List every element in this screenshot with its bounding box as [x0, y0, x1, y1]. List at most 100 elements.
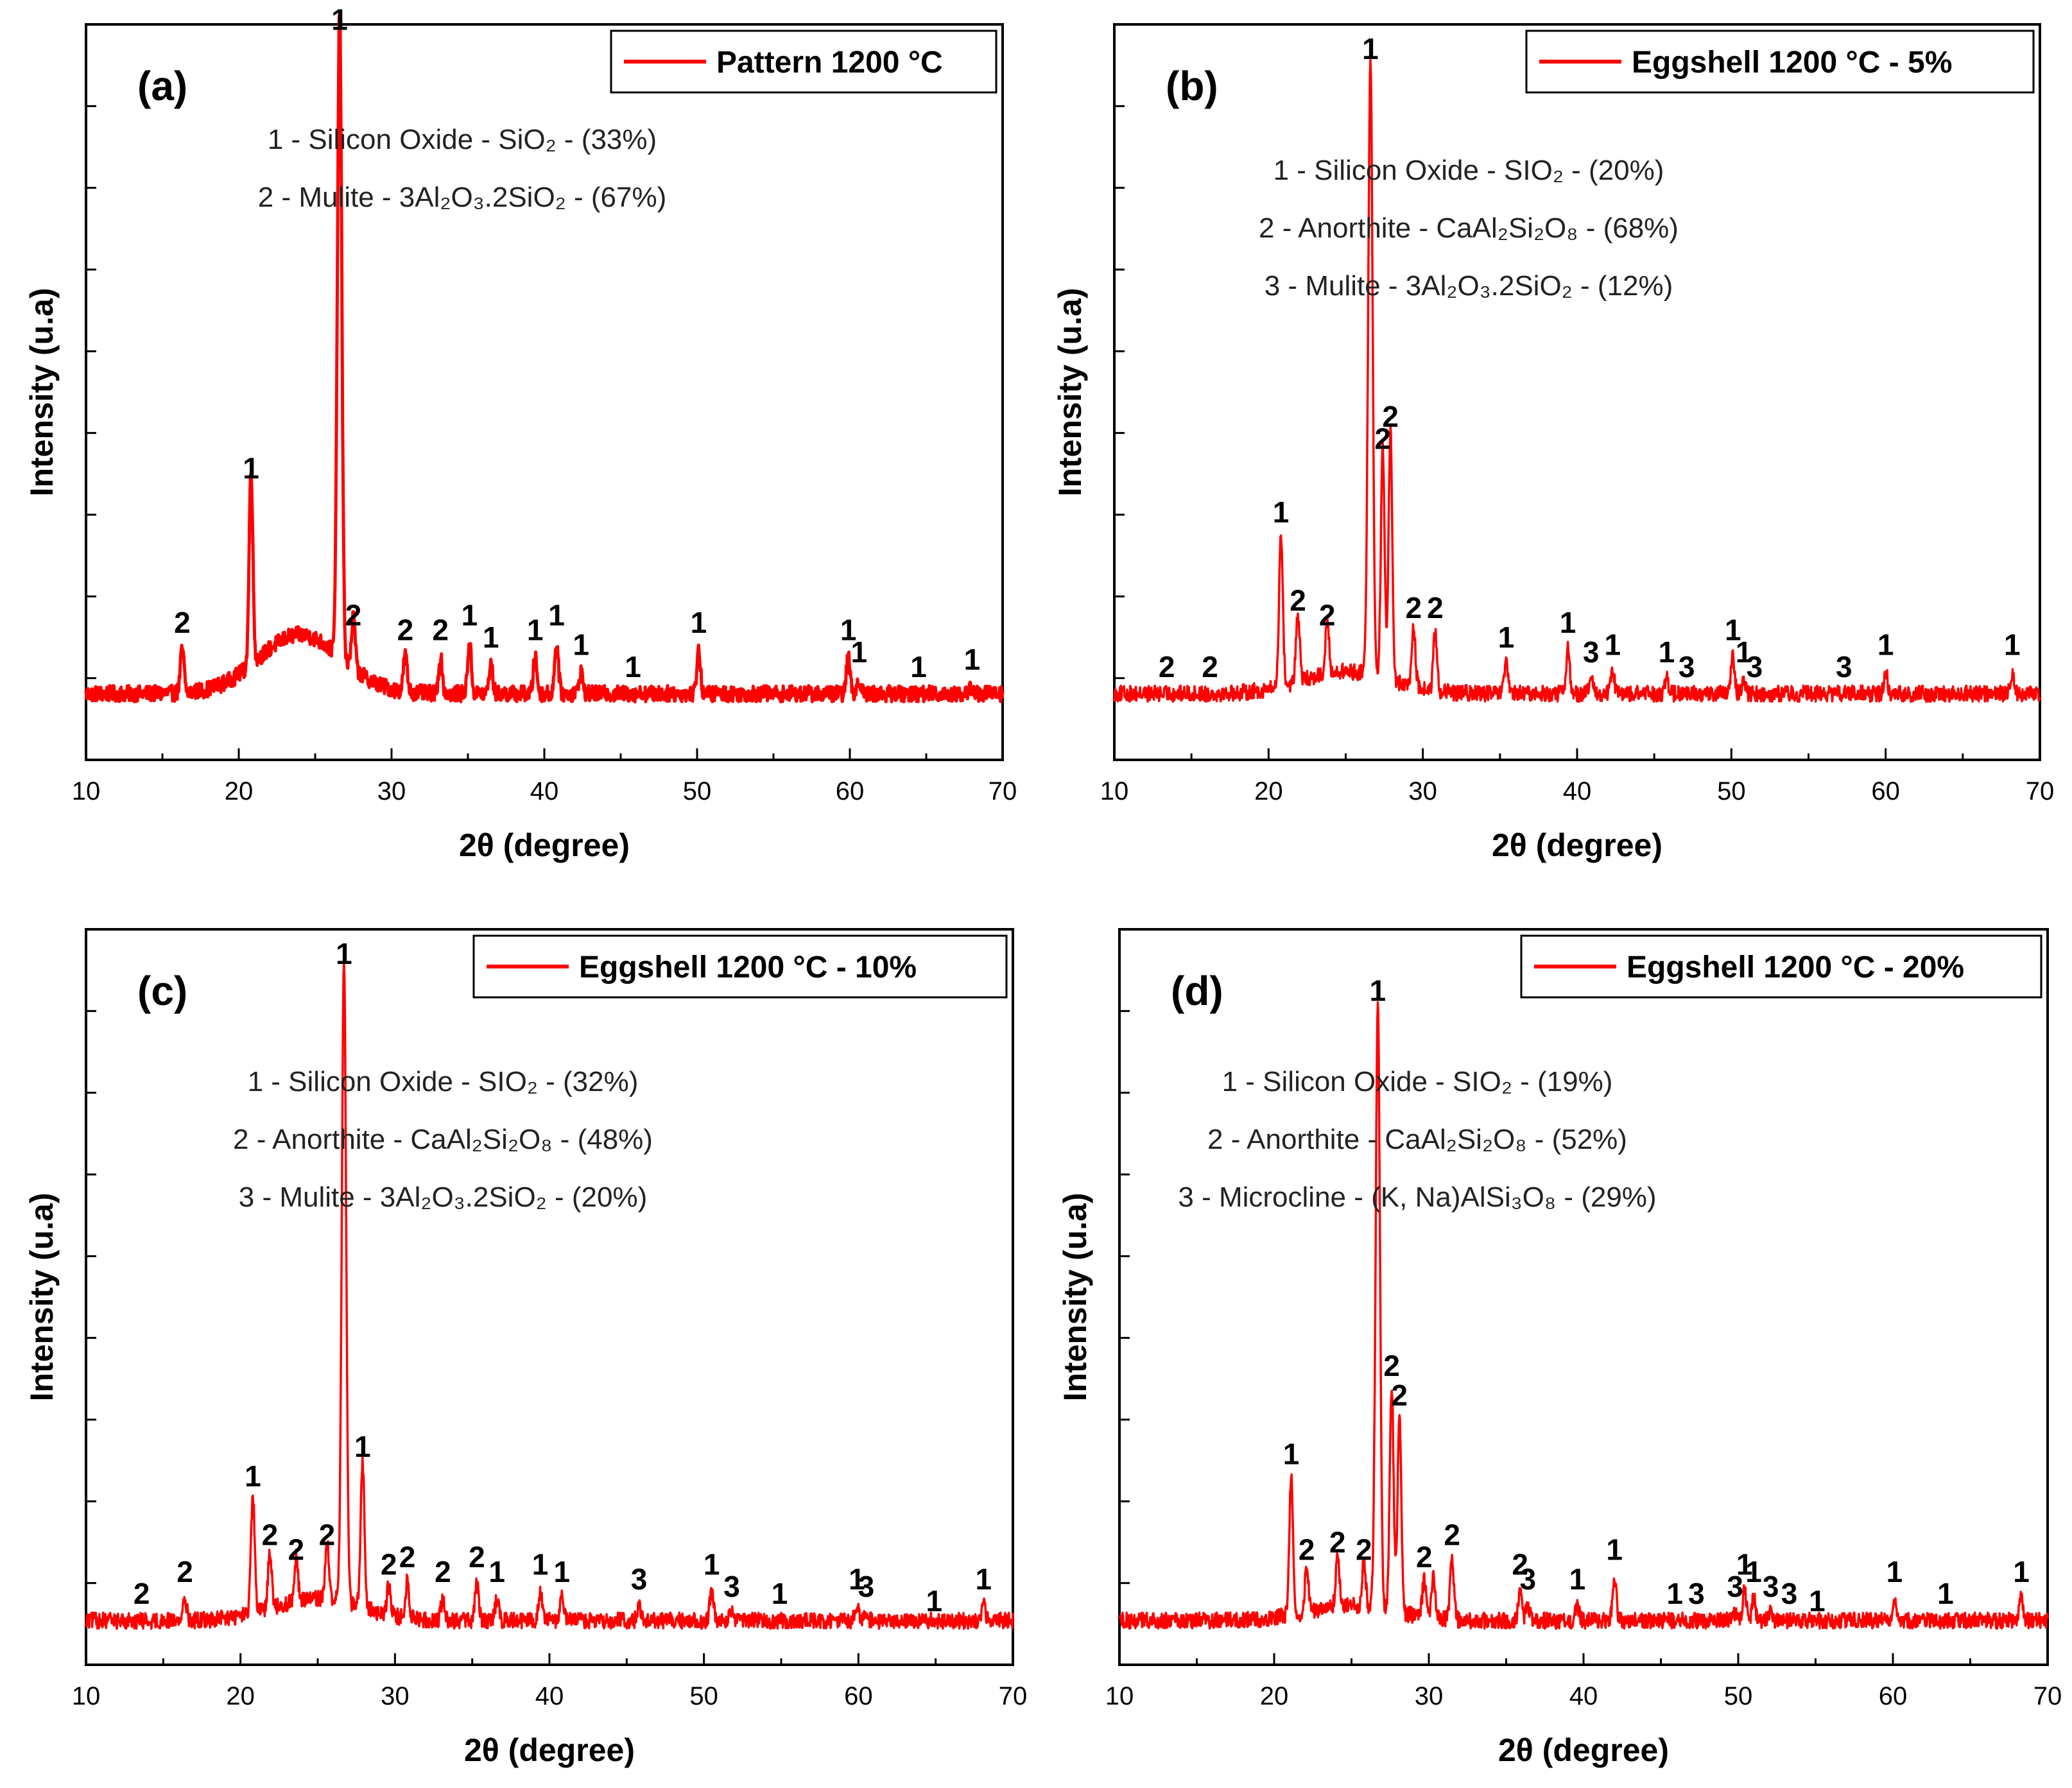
x-tick-label: 70 — [2026, 777, 2055, 805]
legend-label: Eggshell 1200 °C - 5% — [1632, 46, 1952, 80]
peak-label: 2 — [1329, 1526, 1346, 1559]
phase-entry: 3 - Mulite - 3Al₂O₃.2SiO₂ - (12%) — [1265, 270, 1673, 302]
peak-label: 1 — [975, 1562, 992, 1595]
peak-label: 1 — [483, 621, 499, 654]
x-tick-label: 10 — [1100, 777, 1129, 805]
x-tick-label: 20 — [225, 777, 254, 805]
x-axis-label: 2θ (degree) — [464, 1732, 635, 1768]
phase-entry: 2 - Anorthite - CaAl₂Si₂O₈ - (52%) — [1207, 1124, 1627, 1155]
xrd-pattern-line — [1113, 58, 2041, 703]
panel-letter: (d) — [1171, 968, 1223, 1014]
chart-panel: 10 20 30 40 50 60 70 2θ (degree) Intensity (u.a)… — [24, 928, 1027, 1768]
chart-panel: 10 20 30 40 50 60 70 2θ (degree) Intensity (u.a)… — [24, 3, 1017, 863]
phase-entry: 3 - Mulite - 3Al₂O₃.2SiO₂ - (20%) — [239, 1182, 647, 1213]
peak-label: 1 — [354, 1430, 371, 1463]
peak-label: 3 — [1688, 1577, 1705, 1610]
peak-label: 2 — [1374, 422, 1391, 456]
peak-label: 1 — [1604, 628, 1621, 661]
peak-label: 2 — [1290, 584, 1306, 617]
peak-label: 1 — [1283, 1438, 1300, 1471]
peak-label: 1 — [1659, 635, 1675, 669]
phase-entry: 2 - Mulite - 3Al₂O₃.2SiO₂ - (67%) — [258, 182, 666, 213]
peak-label: 1 — [1606, 1533, 1623, 1566]
peak-label: 1 — [1736, 1547, 1753, 1581]
peak-label: 1 — [2013, 1555, 2030, 1588]
peak-label: 1 — [964, 642, 981, 676]
peak-label: 1 — [625, 650, 641, 683]
peak-label: 1 — [1745, 1555, 1762, 1588]
peak-label: 3 — [723, 1570, 740, 1603]
peak-label: 1 — [926, 1585, 942, 1618]
peak-label: 1 — [1569, 1562, 1586, 1595]
peak-label: 2 — [1319, 599, 1336, 632]
peak-label: 1 — [2004, 628, 2021, 661]
panel-letter: (a) — [137, 63, 187, 109]
x-tick-label: 60 — [844, 1682, 873, 1710]
x-tick-label: 50 — [683, 777, 712, 805]
peak-label: 2 — [1299, 1533, 1315, 1566]
x-tick-label: 50 — [1724, 1682, 1753, 1710]
peak-label: 1 — [1560, 606, 1576, 639]
x-tick-label: 10 — [1105, 1682, 1134, 1710]
peak-label: 2 — [381, 1547, 397, 1581]
x-tick-label: 40 — [1563, 777, 1592, 805]
plot-frame — [1113, 23, 2041, 761]
x-tick-label: 30 — [381, 1682, 410, 1710]
x-tick-label: 20 — [226, 1682, 255, 1710]
peak-label: 2 — [1383, 1349, 1400, 1382]
peak-label: 3 — [1519, 1562, 1536, 1595]
x-tick-label: 50 — [689, 1682, 718, 1710]
peak-label: 1 — [849, 1562, 865, 1595]
y-axis-label: Intensity (u.a) — [1057, 1192, 1093, 1401]
legend-box — [1525, 30, 2035, 94]
peak-label: 1 — [553, 1555, 570, 1588]
peak-label: 2 — [1391, 1379, 1408, 1412]
peak-label: 2 — [1405, 591, 1422, 624]
peak-label: 2 — [435, 1555, 451, 1588]
peak-label: 1 — [532, 1547, 549, 1581]
peak-label: 3 — [1679, 650, 1695, 683]
plot-frame — [85, 928, 1014, 1666]
peak-label: 3 — [1727, 1570, 1743, 1603]
peak-label: 1 — [910, 650, 927, 683]
chart-panel: 10 20 30 40 50 60 70 2θ (degree) Intensity (u.a)… — [1057, 928, 2062, 1768]
peak-label: 1 — [243, 451, 259, 485]
peak-label: 1 — [1886, 1555, 1903, 1588]
peak-label: 1 — [336, 937, 352, 970]
peak-label: 2 — [469, 1540, 485, 1574]
peak-label: 1 — [1937, 1577, 1954, 1610]
peak-label: 3 — [631, 1562, 648, 1595]
x-tick-label: 10 — [72, 777, 101, 805]
peak-label: 1 — [1878, 628, 1894, 661]
x-tick-label: 30 — [377, 777, 406, 805]
peak-label: 1 — [1362, 32, 1379, 65]
peak-label: 2 — [319, 1518, 336, 1552]
x-tick-label: 40 — [535, 1682, 564, 1710]
peak-label: 1 — [331, 3, 348, 36]
peak-label: 1 — [548, 599, 565, 632]
peak-label: 2 — [1356, 1533, 1372, 1566]
peak-label: 3 — [1781, 1577, 1798, 1610]
peak-label: 1 — [1809, 1585, 1826, 1618]
peak-label: 2 — [345, 599, 362, 632]
peak-label: 1 — [245, 1459, 261, 1493]
xrd-pattern-line — [85, 960, 1014, 1630]
x-tick-label: 20 — [1254, 777, 1283, 805]
x-tick-label: 60 — [1879, 1682, 1908, 1710]
legend-label: Eggshell 1200 °C - 10% — [579, 950, 917, 984]
peak-label: 3 — [858, 1570, 875, 1603]
peak-label: 2 — [397, 614, 414, 647]
x-axis-label: 2θ (degree) — [1492, 827, 1662, 863]
legend-label: Pattern 1200 °C — [716, 46, 943, 80]
x-axis-label: 2θ (degree) — [459, 827, 630, 863]
x-tick-label: 30 — [1415, 1682, 1444, 1710]
x-tick-label: 10 — [72, 1682, 101, 1710]
x-tick-label: 60 — [1871, 777, 1900, 805]
y-axis-label: Intensity (u.a) — [1052, 288, 1088, 496]
phase-entry: 1 - Silicon Oxide - SiO₂ - (33%) — [268, 124, 657, 155]
y-axis-label: Intensity (u.a) — [24, 288, 60, 496]
peak-label: 3 — [1747, 650, 1763, 683]
peak-label: 1 — [573, 628, 589, 661]
peak-label: 1 — [1370, 974, 1386, 1008]
